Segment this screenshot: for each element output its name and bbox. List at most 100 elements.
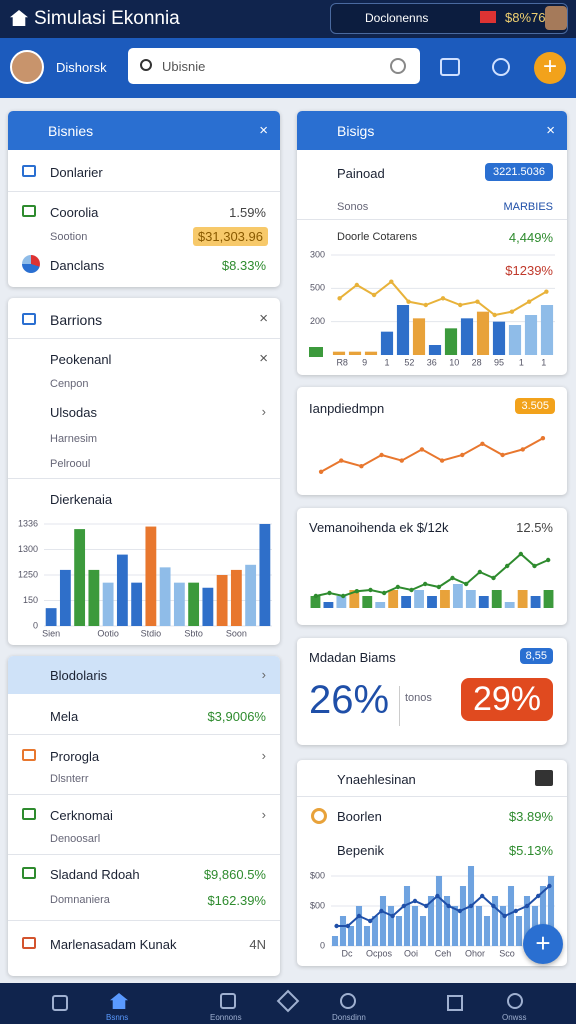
- row-value: 4,449%: [508, 230, 553, 245]
- bar: [524, 315, 538, 355]
- selected-row[interactable]: [8, 656, 280, 694]
- list-label[interactable]: Blodolaris: [50, 668, 108, 683]
- row-value: $5.13%: [508, 843, 553, 858]
- bar: [517, 590, 528, 608]
- nav-label[interactable]: Eonnons: [210, 1013, 242, 1022]
- line: [320, 437, 544, 473]
- chart: 0$00$00DcOcposOoiCehOhorScoSnoo: [310, 866, 555, 958]
- row-icon: [22, 165, 36, 177]
- bar: [443, 896, 451, 946]
- bar: [543, 590, 554, 608]
- bar: [492, 321, 506, 355]
- list-card: Blodolaris › Mela $3,9006% Prorogla Dlsn…: [8, 656, 280, 976]
- chevron[interactable]: ›: [261, 748, 266, 763]
- point: [381, 590, 387, 596]
- nav-label[interactable]: Donsdinn: [332, 1013, 366, 1022]
- nav-icon[interactable]: [447, 995, 463, 1011]
- bar: [310, 596, 321, 608]
- nav-icon[interactable]: [340, 993, 356, 1009]
- separator: [8, 191, 280, 192]
- bar: [451, 906, 459, 946]
- point: [540, 436, 546, 441]
- close-icon[interactable]: ×: [259, 122, 268, 139]
- divider: [399, 686, 400, 726]
- point: [424, 903, 429, 909]
- bar: [74, 529, 86, 626]
- add-button[interactable]: +: [534, 52, 566, 84]
- bar: [499, 906, 507, 946]
- tool-icon[interactable]: [440, 58, 460, 76]
- point: [536, 893, 541, 899]
- point: [354, 282, 360, 288]
- menu-icon[interactable]: [535, 770, 553, 786]
- bar: [331, 936, 339, 946]
- point: [545, 557, 551, 563]
- status-chip[interactable]: [330, 3, 568, 34]
- list-label[interactable]: Mela: [50, 709, 79, 724]
- clear-icon[interactable]: [390, 58, 406, 74]
- bar: [452, 584, 463, 608]
- list-label[interactable]: Cerknomai: [50, 808, 113, 823]
- list-label[interactable]: Prorogla: [50, 749, 100, 764]
- point: [395, 584, 401, 590]
- chevron[interactable]: ›: [261, 404, 266, 419]
- close-icon[interactable]: ×: [259, 350, 268, 367]
- point: [524, 903, 530, 909]
- card: Ynaehlesinan Boorlen $3.89% Bepenik $5.1…: [297, 760, 567, 966]
- point: [313, 593, 319, 599]
- y-tick-label: 0: [320, 940, 325, 950]
- nav-icon[interactable]: [110, 993, 128, 1009]
- list-sub: Dlsnterr: [50, 773, 89, 785]
- x-tick-label: Soon: [226, 628, 247, 638]
- chevron[interactable]: ›: [261, 667, 266, 682]
- separator: [8, 920, 280, 921]
- point: [491, 575, 496, 581]
- list-item[interactable]: Harnesim: [50, 433, 98, 445]
- search-box[interactable]: [128, 48, 420, 84]
- bar: [491, 896, 499, 946]
- x-tick-label: Sbto: [184, 628, 203, 638]
- card: Barrions × Peokenanl × Cenpon Ulsodas › …: [8, 298, 280, 645]
- nav-icon[interactable]: [52, 995, 68, 1011]
- nav-label[interactable]: Onwss: [502, 1013, 527, 1022]
- close-icon[interactable]: ×: [259, 310, 268, 327]
- fab[interactable]: +: [523, 924, 563, 964]
- list-item[interactable]: Peokenanl: [50, 352, 112, 367]
- y-tick-label: 1336: [18, 518, 38, 528]
- bar: [380, 331, 394, 355]
- list-item[interactable]: Cenpon: [50, 378, 89, 390]
- list-label[interactable]: Sladand Rdoah: [50, 867, 140, 882]
- nav-icon[interactable]: [507, 993, 523, 1009]
- bar: [440, 590, 450, 608]
- point: [458, 302, 463, 308]
- user-avatar[interactable]: [10, 50, 44, 84]
- list-item[interactable]: Ulsodas: [50, 405, 97, 420]
- nav-icon[interactable]: [276, 989, 300, 1013]
- y-tick-label: 1250: [18, 569, 38, 579]
- bar: [347, 926, 355, 946]
- list-label[interactable]: Marlenasadam Kunak: [50, 937, 177, 952]
- nav-label[interactable]: Bsnns: [106, 1013, 129, 1022]
- close-icon[interactable]: ×: [546, 122, 555, 139]
- avatar[interactable]: [545, 6, 567, 30]
- card-title: Barrions: [50, 312, 103, 328]
- point: [327, 590, 332, 596]
- bar: [428, 345, 442, 355]
- point: [457, 908, 462, 914]
- card: Ianpdiedmpn 3.505: [297, 387, 567, 495]
- status-text: Doclonenns: [365, 11, 429, 25]
- row-label: Sonos: [337, 201, 369, 213]
- tool-icon[interactable]: [492, 58, 510, 76]
- top-bar: Simulasi Ekonnia Doclonenns $8%76: [0, 0, 576, 38]
- separator: [8, 338, 280, 339]
- point: [475, 299, 480, 304]
- chevron[interactable]: ›: [261, 807, 266, 822]
- nav-icon[interactable]: [220, 993, 236, 1009]
- list-label[interactable]: Domnaniera: [50, 894, 110, 906]
- card-title: Bisigs: [337, 123, 375, 139]
- list-item[interactable]: Pelrooul: [50, 458, 91, 470]
- point: [513, 908, 518, 914]
- bar: [465, 590, 476, 608]
- bar: [371, 916, 379, 946]
- row-value: $1239%: [505, 263, 553, 278]
